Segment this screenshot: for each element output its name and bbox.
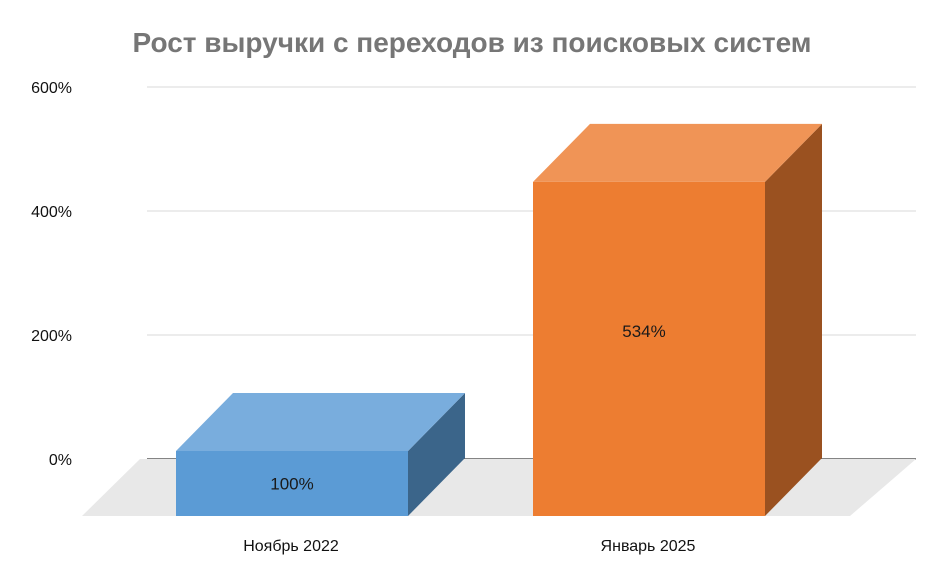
bars <box>176 123 822 517</box>
bar-side-face <box>408 393 465 516</box>
bar-top-face <box>533 123 822 182</box>
x-tick-label: Ноябрь 2022 <box>243 538 339 555</box>
y-axis-ticks: 0% 200% 400% 600% <box>31 80 72 469</box>
bar-top-face <box>176 393 465 451</box>
bar-2 <box>533 123 822 517</box>
y-tick-label: 400% <box>31 204 72 221</box>
data-labels: 100% 534% <box>270 322 665 494</box>
x-tick-label: Январь 2025 <box>601 538 696 555</box>
bar-front-face <box>533 181 765 517</box>
bar-side-face <box>765 123 822 517</box>
data-label: 100% <box>270 475 313 494</box>
bar-1 <box>176 393 465 516</box>
y-tick-label: 200% <box>31 328 72 345</box>
y-tick-label: 600% <box>31 80 72 97</box>
x-axis-ticks: Ноябрь 2022 Январь 2025 <box>243 538 695 555</box>
chart-title: Рост выручки с переходов из поисковых си… <box>132 27 811 58</box>
data-label: 534% <box>622 322 665 341</box>
y-tick-label: 0% <box>49 452 72 469</box>
bar-front-face <box>176 451 408 516</box>
